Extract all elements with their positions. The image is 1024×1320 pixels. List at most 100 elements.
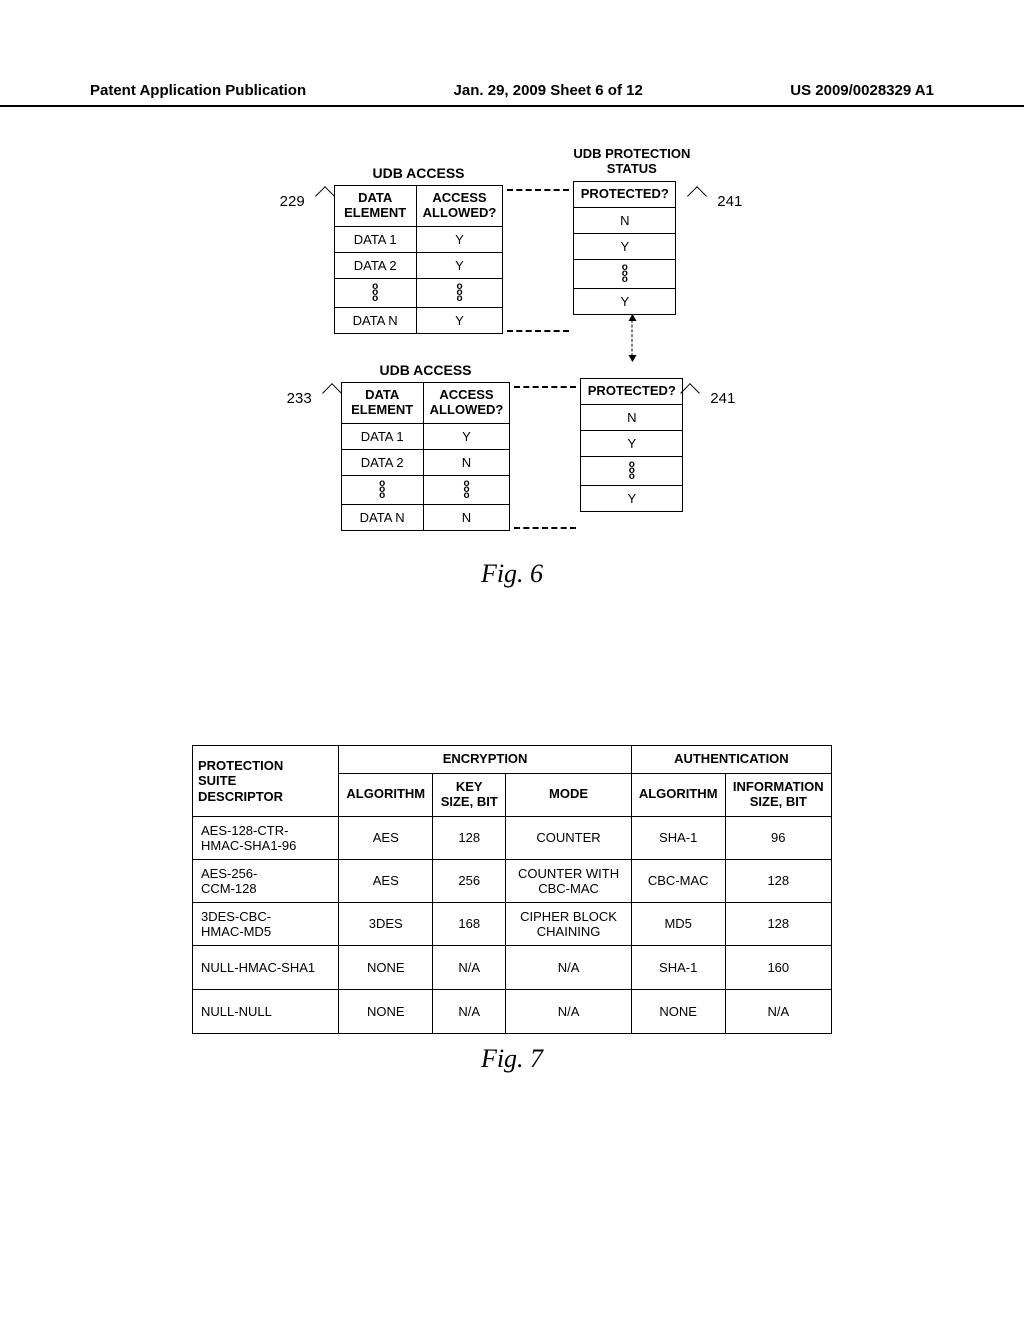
cell: 96 [725, 816, 831, 859]
cell: 3DES [339, 902, 433, 945]
udb-protection-table-1: PROTECTED? N Y ooo Y [573, 181, 676, 315]
ref-241: 241 [717, 193, 742, 210]
ref-233: 233 [287, 390, 312, 407]
cell: 3DES-CBC-HMAC-MD5 [193, 902, 339, 945]
col-access-allowed: ACCESSALLOWED? [416, 186, 503, 227]
cell: N/A [725, 989, 831, 1033]
cell: Y [574, 288, 676, 314]
cell: NONE [339, 989, 433, 1033]
cell: NONE [339, 945, 433, 989]
fig7-caption: Fig. 7 [0, 1044, 1024, 1074]
cell: Y [416, 252, 503, 278]
udb-prot-l1: UDB PROTECTION [573, 146, 690, 161]
col-access-allowed: ACCESSALLOWED? [423, 382, 510, 423]
cell: COUNTER WITHCBC-MAC [506, 859, 631, 902]
ref-241: 241 [710, 390, 735, 407]
cell: AES [339, 859, 433, 902]
hd-l3: DESCRIPTOR [198, 789, 283, 804]
cell: SHA-1 [631, 945, 725, 989]
cell: NONE [631, 989, 725, 1033]
cell: Y [416, 226, 503, 252]
head-authentication: AUTHENTICATION [631, 746, 831, 774]
figure-6: 229 UDB ACCESS DATAELEMENT ACCESSALLOWED… [0, 165, 1024, 589]
ellipsis: ooo [574, 259, 676, 288]
cell: DATA 1 [341, 423, 423, 449]
cell: 160 [725, 945, 831, 989]
hd-l2: SUITE [198, 773, 236, 788]
cell: CIPHER BLOCKCHAINING [506, 902, 631, 945]
cell: AES-128-CTR-HMAC-SHA1-96 [193, 816, 339, 859]
table-row: AES-256-CCM-128AES256COUNTER WITHCBC-MAC… [193, 859, 832, 902]
header-right: US 2009/0028329 A1 [790, 82, 934, 99]
cell: AES [339, 816, 433, 859]
cell: N/A [506, 945, 631, 989]
figure-7: PROTECTION SUITE DESCRIPTOR ENCRYPTION A… [0, 745, 1024, 1074]
col-protected: PROTECTED? [581, 378, 683, 404]
col-protected: PROTECTED? [574, 181, 676, 207]
cell: DATA 2 [341, 449, 423, 475]
cell: 128 [725, 902, 831, 945]
header-left: Patent Application Publication [90, 82, 306, 99]
cell: 256 [433, 859, 506, 902]
udb-access-title: UDB ACCESS [334, 165, 504, 181]
cell: N [574, 207, 676, 233]
ref-tick [680, 383, 700, 403]
table-row: NULL-HMAC-SHA1NONEN/AN/ASHA-1160 [193, 945, 832, 989]
header-center: Jan. 29, 2009 Sheet 6 of 12 [454, 82, 643, 99]
cell: SHA-1 [631, 816, 725, 859]
udb-prot-l2: STATUS [607, 161, 657, 176]
ellipsis: ooo [423, 475, 510, 504]
col-data-element: DATAELEMENT [334, 186, 416, 227]
cell: DATA N [334, 307, 416, 333]
table-row: NULL-NULLNONEN/AN/ANONEN/A [193, 989, 832, 1033]
page-header: Patent Application Publication Jan. 29, … [0, 82, 1024, 107]
cell: N [581, 404, 683, 430]
cell: Y [574, 233, 676, 259]
head-encryption: ENCRYPTION [339, 746, 631, 774]
cell: 128 [725, 859, 831, 902]
sub-key: KEYSIZE, BIT [433, 773, 506, 816]
udb-access-table-2: DATAELEMENT ACCESSALLOWED? DATA 1Y DATA … [341, 382, 511, 531]
cell: COUNTER [506, 816, 631, 859]
ellipsis: ooo [581, 456, 683, 485]
cell: CBC-MAC [631, 859, 725, 902]
fig6-caption: Fig. 6 [0, 559, 1024, 589]
cell: N/A [433, 989, 506, 1033]
fig6-block1: 229 UDB ACCESS DATAELEMENT ACCESSALLOWED… [0, 165, 1024, 334]
fig7-table: PROTECTION SUITE DESCRIPTOR ENCRYPTION A… [192, 745, 832, 1034]
cell: N/A [506, 989, 631, 1033]
col-data-element: DATAELEMENT [341, 382, 423, 423]
cell: N [423, 449, 510, 475]
cell: Y [423, 423, 510, 449]
cell: DATA 2 [334, 252, 416, 278]
table-row: 3DES-CBC-HMAC-MD53DES168CIPHER BLOCKCHAI… [193, 902, 832, 945]
cell: NULL-HMAC-SHA1 [193, 945, 339, 989]
connector [503, 165, 573, 334]
table-row: AES-128-CTR-HMAC-SHA1-96AES128COUNTERSHA… [193, 816, 832, 859]
cell: 128 [433, 816, 506, 859]
sub-mode: MODE [506, 773, 631, 816]
fig6-block2: 233 UDB ACCESS DATAELEMENT ACCESSALLOWED… [0, 362, 1024, 531]
sub-info: INFORMATIONSIZE, BIT [725, 773, 831, 816]
sub-algorithm: ALGORITHM [339, 773, 433, 816]
udb-access-title: UDB ACCESS [341, 362, 511, 378]
head-descriptor: PROTECTION SUITE DESCRIPTOR [193, 746, 339, 817]
cell: AES-256-CCM-128 [193, 859, 339, 902]
cell: 168 [433, 902, 506, 945]
udb-protection-table-2: PROTECTED? N Y ooo Y [580, 378, 683, 512]
cell: MD5 [631, 902, 725, 945]
udb-access-table-1: DATAELEMENT ACCESSALLOWED? DATA 1Y DATA … [334, 185, 504, 334]
cell: NULL-NULL [193, 989, 339, 1033]
vertical-connector [631, 315, 632, 361]
cell: N [423, 504, 510, 530]
ellipsis: ooo [416, 278, 503, 307]
cell: Y [581, 430, 683, 456]
connector [510, 362, 580, 531]
ref-229: 229 [280, 193, 305, 210]
sub-algorithm-auth: ALGORITHM [631, 773, 725, 816]
udb-protection-title: UDB PROTECTION STATUS [573, 147, 690, 177]
hd-l1: PROTECTION [198, 758, 283, 773]
cell: DATA 1 [334, 226, 416, 252]
ref-tick [322, 383, 342, 403]
cell: Y [416, 307, 503, 333]
